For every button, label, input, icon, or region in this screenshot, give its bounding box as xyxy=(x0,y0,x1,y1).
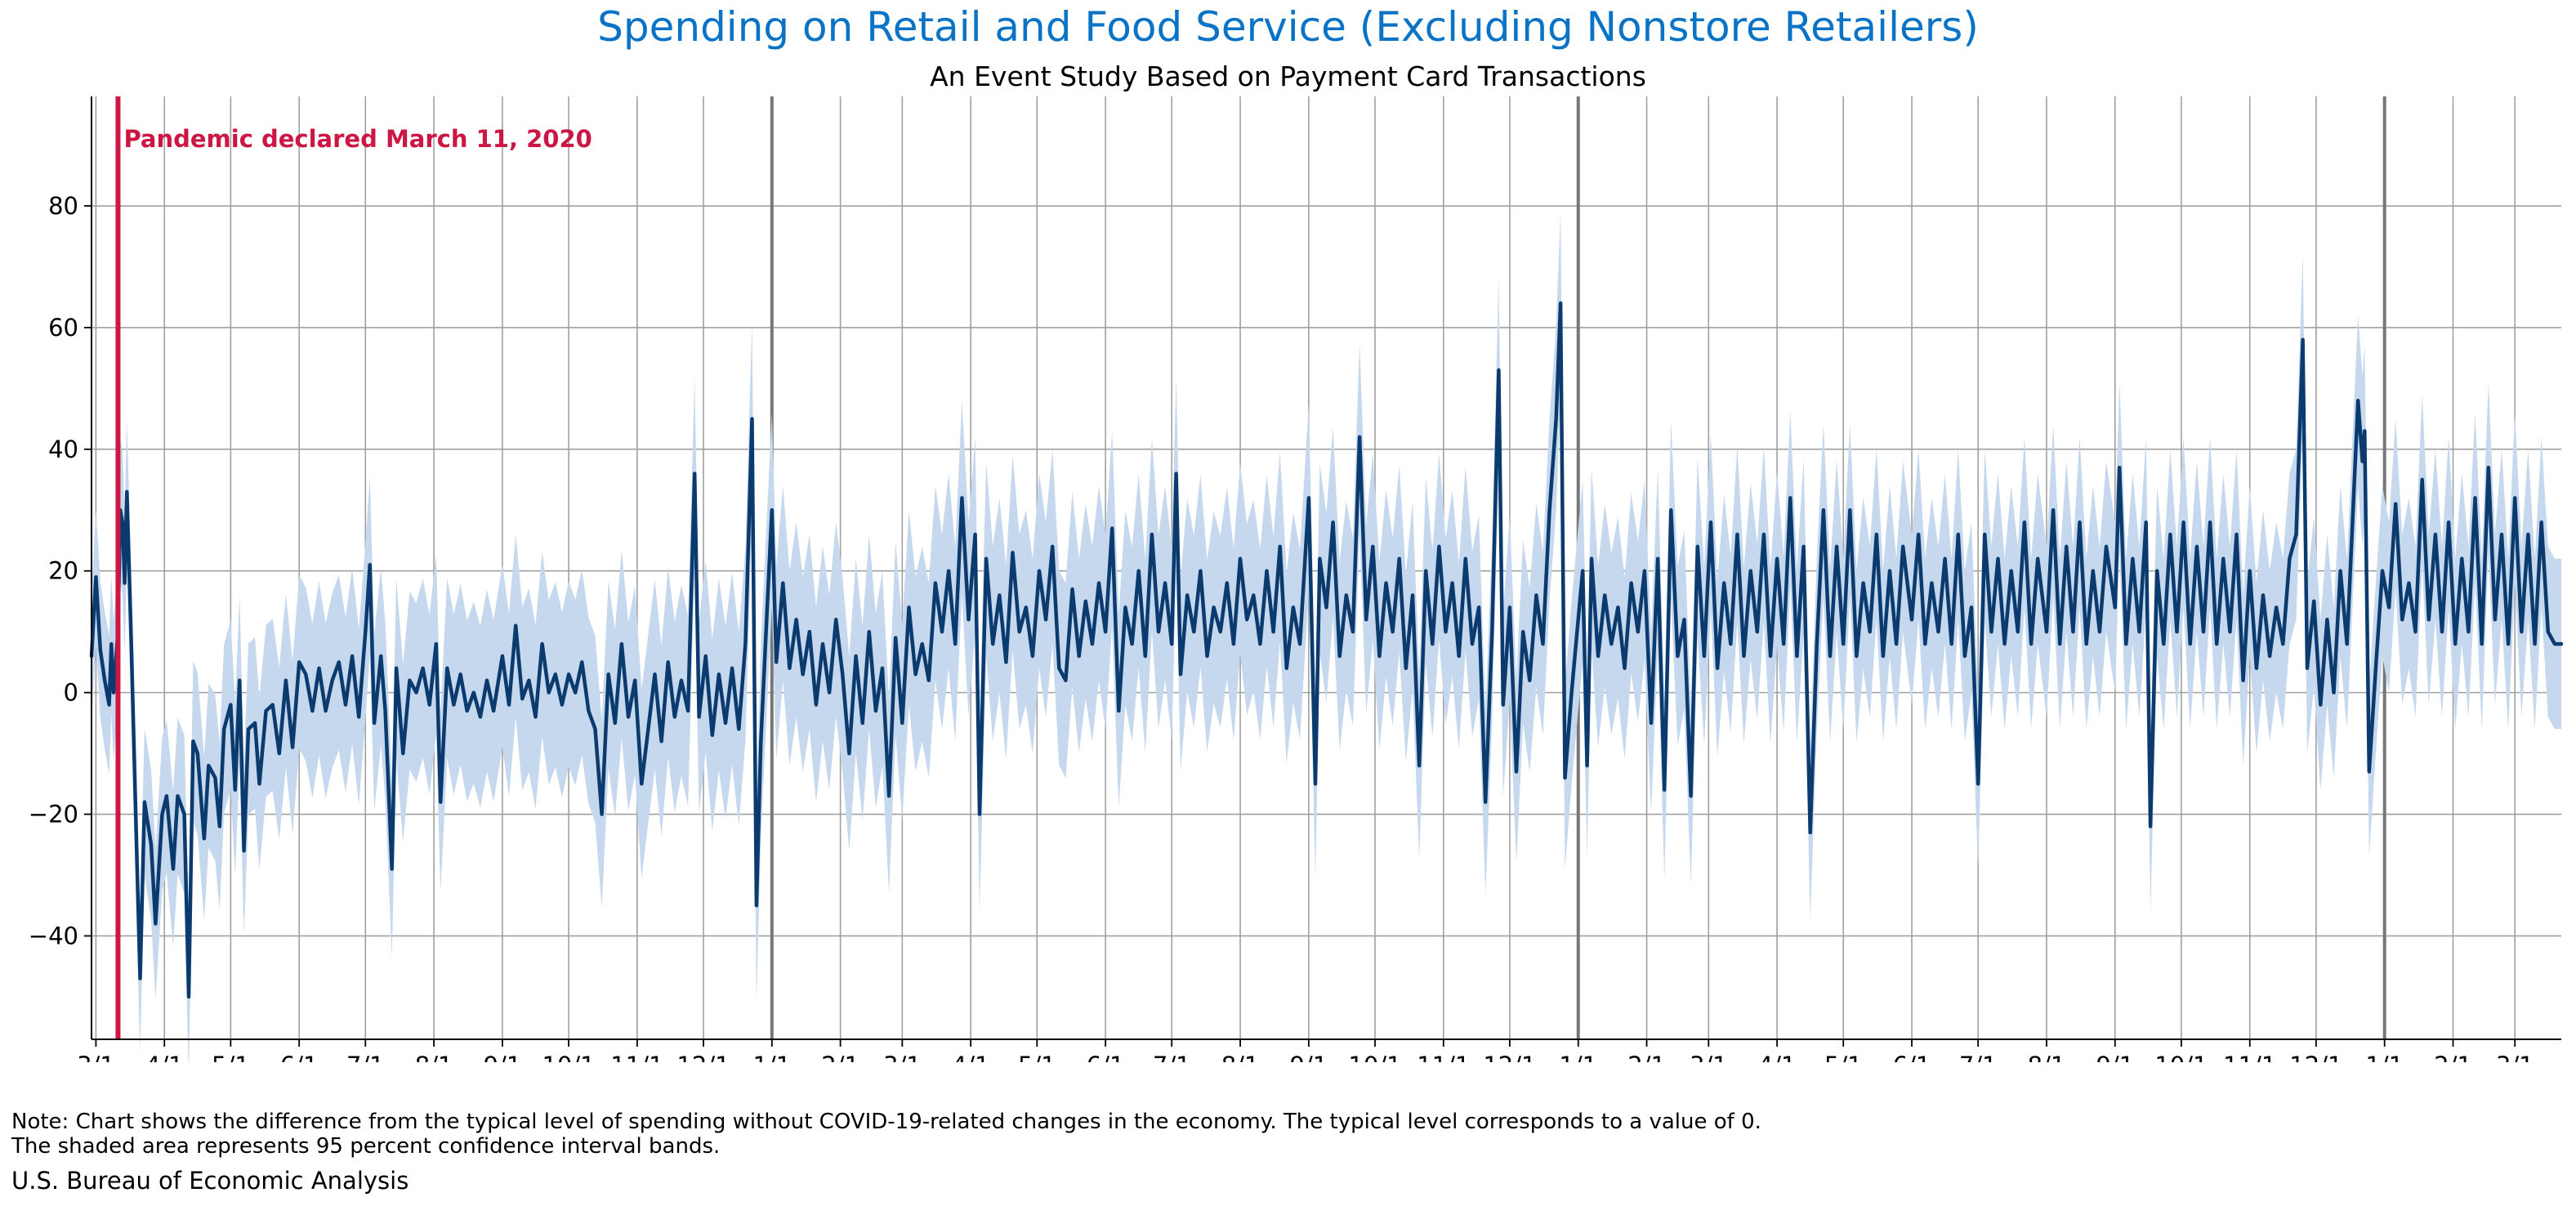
y-tick-label: 0 xyxy=(64,679,78,707)
x-tick-label: 5/1 xyxy=(1018,1052,1056,1062)
x-tick-label: 10/1 xyxy=(1348,1052,1401,1062)
x-tick-label: 12/1 xyxy=(2289,1052,2342,1062)
y-tick-label: 60 xyxy=(48,314,78,342)
x-tick-label: 4/1 xyxy=(145,1052,184,1062)
x-tick-label: 10/1 xyxy=(2154,1052,2208,1062)
x-tick-label: 2/1 xyxy=(2434,1052,2472,1062)
x-tick-label: 4/1 xyxy=(1758,1052,1797,1062)
confidence-band xyxy=(92,212,2561,1062)
chart-plot: Pandemic declared March 11, 2020 −40 −20 0… xyxy=(29,96,2564,1062)
x-tick-label: 7/1 xyxy=(346,1052,385,1062)
source-label: U.S. Bureau of Economic Analysis xyxy=(11,1167,409,1195)
x-tick-label: 3/1 xyxy=(883,1052,922,1062)
x-tick-label: 5/1 xyxy=(1824,1052,1863,1062)
x-tick-label: 3/1 xyxy=(1690,1052,1728,1062)
y-tick-label: −20 xyxy=(29,801,78,829)
x-tick-label: 8/1 xyxy=(2028,1052,2066,1062)
x-tick-label: 12/1 xyxy=(676,1052,730,1062)
x-tick-label: 5/1 xyxy=(212,1052,250,1062)
x-tick-label: 2/1 xyxy=(1627,1052,1666,1062)
x-tick-label: 12/1 xyxy=(1483,1052,1536,1062)
x-tick-label: 9/1 xyxy=(484,1052,522,1062)
y-tick-label: 20 xyxy=(48,557,78,585)
x-tick-label: 6/1 xyxy=(1893,1052,1931,1062)
axis-layer: −40−200204060803/120204/15/16/17/18/19/1… xyxy=(29,96,2561,1062)
x-tick-label: 1/1 xyxy=(1559,1052,1597,1062)
spending-line xyxy=(89,301,2564,999)
x-tick-label: 3/1 xyxy=(77,1052,115,1062)
x-tick-label: 1/1 xyxy=(752,1052,791,1062)
x-tick-label: 11/1 xyxy=(2223,1052,2276,1062)
x-tick-label: 4/1 xyxy=(952,1052,990,1062)
y-tick-label: 80 xyxy=(48,192,78,220)
x-tick-label: 6/1 xyxy=(280,1052,319,1062)
note-line-2: The shaded area represents 95 percent co… xyxy=(11,1134,721,1159)
chart-title: Spending on Retail and Food Service (Exc… xyxy=(597,3,1979,51)
x-tick-label: 9/1 xyxy=(1290,1052,1328,1062)
x-tick-label: 8/1 xyxy=(1221,1052,1260,1062)
note-line-1: Note: Chart shows the difference from th… xyxy=(11,1110,1761,1134)
x-tick-label: 11/1 xyxy=(1417,1052,1470,1062)
spending-line-layer xyxy=(89,301,2564,999)
x-tick-label: 7/1 xyxy=(1153,1052,1191,1062)
x-tick-label: 3/1 xyxy=(2496,1052,2534,1062)
x-tick-label: 10/1 xyxy=(542,1052,595,1062)
y-tick-label: −40 xyxy=(29,922,78,949)
pandemic-annotation-label: Pandemic declared March 11, 2020 xyxy=(123,125,592,153)
chart-subtitle: An Event Study Based on Payment Card Tra… xyxy=(930,60,1646,92)
annotation-layer: Pandemic declared March 11, 2020 xyxy=(115,96,592,1039)
x-tick-label: 8/1 xyxy=(415,1052,453,1062)
confidence-band-layer xyxy=(92,212,2561,1062)
x-tick-label: 6/1 xyxy=(1087,1052,1125,1062)
x-tick-label: 9/1 xyxy=(2096,1052,2134,1062)
x-tick-label: 11/1 xyxy=(610,1052,663,1062)
x-tick-label: 2/1 xyxy=(821,1052,859,1062)
x-tick-label: 7/1 xyxy=(1959,1052,1998,1062)
y-tick-label: 40 xyxy=(48,436,78,463)
x-tick-label: 1/1 xyxy=(2365,1052,2404,1062)
